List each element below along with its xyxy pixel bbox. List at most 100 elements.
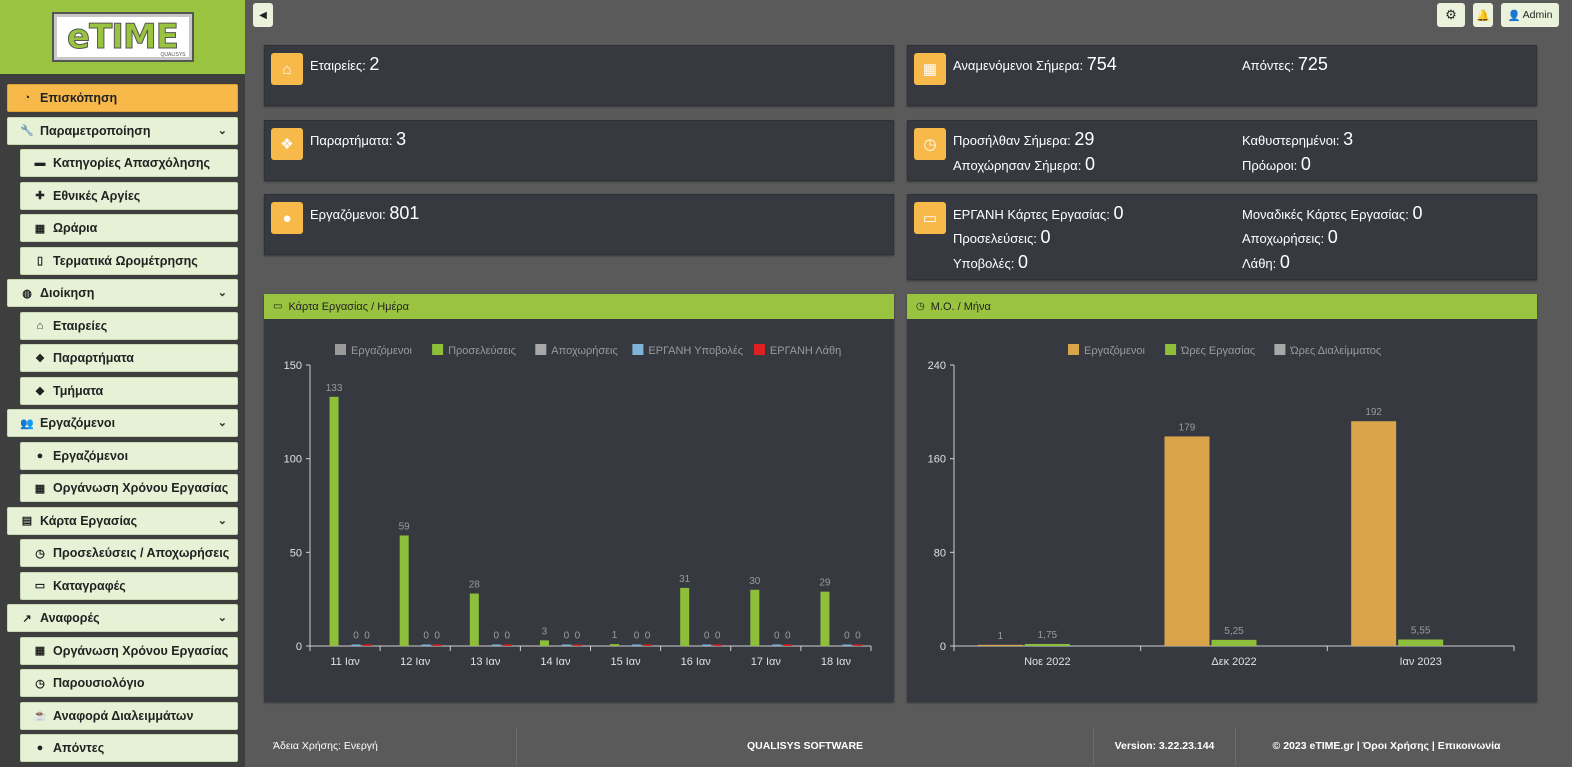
data-label: 30 <box>749 576 761 587</box>
legend-swatch <box>632 344 644 355</box>
logo-subtext: QUALISYS <box>160 52 186 58</box>
sidebar-item-6[interactable]: ◍ Διοίκηση ⌄ <box>7 279 238 307</box>
sidebar-item-7[interactable]: ⌂ Εταιρείες <box>20 311 238 340</box>
sidebar-item-20[interactable]: ● Απόντες <box>20 734 238 762</box>
sidebar-item-label: Τμήματα <box>53 383 104 398</box>
bar <box>702 644 712 646</box>
home-icon: ⌂ <box>271 53 303 85</box>
sidebar-toggle-button[interactable]: ◀ <box>253 3 273 27</box>
sidebar-item-17[interactable]: ▦ Οργάνωση Χρόνου Εργασίας <box>20 636 238 665</box>
employees-stat: Εργαζόμενοι: 801 <box>310 203 420 223</box>
legend-swatch <box>432 344 444 355</box>
data-label: 0 <box>505 631 511 642</box>
sidebar-item-1[interactable]: 🔧 Παραμετροποίηση ⌄ <box>7 116 238 145</box>
legend-item: Ώρες Διαλείμματος <box>1274 344 1381 357</box>
mobile-icon: ▯ <box>36 255 44 267</box>
dashboard-icon: ◔ <box>23 92 31 104</box>
sidebar-item-label: Παρουσιολόγιο <box>53 676 145 690</box>
x-tick-label: 15 Ιαν <box>610 656 641 668</box>
departures-stat: Αποχωρήσεις: 0 <box>1242 227 1338 247</box>
credit-card-icon: ▭ <box>914 202 946 234</box>
monthly-average-title: Μ.Ο. / Μήνα <box>930 300 991 313</box>
footer: Άδεια Χρήσης: Ενεργή QUALISYS SOFTWARE V… <box>263 727 1537 765</box>
x-tick-label: 12 Ιαν <box>400 656 431 668</box>
bar <box>783 644 793 646</box>
data-label: 0 <box>855 631 861 642</box>
data-label: 0 <box>364 631 370 642</box>
bar <box>421 644 431 646</box>
sidebar-item-label: Αναφορές <box>40 611 100 625</box>
logo[interactable]: eTIME QUALISYS <box>51 12 194 62</box>
briefcase-icon: ▬ <box>34 157 46 169</box>
sidebar-item-label: Εθνικές Αργίες <box>53 188 141 203</box>
sidebar-item-8[interactable]: ❖ Παραρτήματα <box>20 344 238 372</box>
bar <box>362 644 372 646</box>
bar <box>491 644 501 646</box>
unique-cards-stat: Μοναδικές Κάρτες Εργασίας: 0 <box>1242 203 1423 223</box>
sidebar-item-18[interactable]: ◷ Παρουσιολόγιο <box>20 669 238 697</box>
sidebar-item-19[interactable]: ☕ Αναφορά Διαλειμμάτων <box>20 701 238 730</box>
y-tick-label: 150 <box>284 360 302 372</box>
sidebar-item-label: Παραμετροποίηση <box>40 123 151 138</box>
sidebar-item-5[interactable]: ▯ Τερματικά Ωρομέτρησης <box>20 246 238 275</box>
data-label: 0 <box>494 631 500 642</box>
legend-label: Προσελεύσεις <box>448 345 516 357</box>
credit-card-icon: ▭ <box>273 301 283 312</box>
sidebar-item-0[interactable]: ◔ Επισκόπηση <box>7 84 238 112</box>
sidebar-item-13[interactable]: ▤ Κάρτα Εργασίας ⌄ <box>7 506 238 535</box>
monthly-average-panel: ◷ Μ.Ο. / Μήνα Εργαζόμενοι Ώρες Εργασίας Ώρ… <box>907 294 1537 702</box>
sidebar-item-label: Διοίκηση <box>40 286 95 300</box>
x-tick-label: 17 Ιαν <box>751 656 782 668</box>
sidebar-item-label: Οργάνωση Χρόνου Εργασίας <box>53 643 229 658</box>
monthly-average-header: ◷ Μ.Ο. / Μήνα <box>907 294 1537 319</box>
bar <box>561 644 571 646</box>
expected-today-stat: Αναμενόμενοι Σήμερα: 754 <box>953 54 1117 74</box>
sidebar-item-2[interactable]: ▬ Κατηγορίες Απασχόλησης <box>20 149 238 177</box>
late-stat: Καθυστερημένοι: 3 <box>1242 129 1354 149</box>
footer-links[interactable]: © 2023 eTIME.gr | Όροι Χρήσης | Επικοινω… <box>1272 740 1501 752</box>
sidebar-item-10[interactable]: 👥 Εργαζόμενοι ⌄ <box>7 409 238 437</box>
footer-company: QUALISYS SOFTWARE <box>517 727 1094 765</box>
grid-icon: ▦ <box>914 53 946 85</box>
sidebar-item-label: Κατηγορίες Απασχόλησης <box>53 156 211 170</box>
data-label: 0 <box>353 631 359 642</box>
y-tick-label: 50 <box>290 547 302 559</box>
caret-left-icon: ◀ <box>259 9 267 21</box>
companies-stat: Εταιρείες: 2 <box>310 54 380 74</box>
chevron-down-icon: ⌄ <box>217 124 227 137</box>
user-menu-button[interactable]: 👤 Admin <box>1501 3 1559 27</box>
sidebar-item-9[interactable]: ◆ Τμήματα <box>20 376 238 405</box>
sidebar-item-15[interactable]: ▭ Καταγραφές <box>20 571 238 600</box>
bar <box>502 644 512 646</box>
submissions-stat: Υποβολές: 0 <box>953 252 1028 272</box>
sidebar-item-11[interactable]: ● Εργαζόμενοι <box>20 441 238 470</box>
arrived-today-stat: Προσήλθαν Σήμερα: 29 <box>953 129 1095 149</box>
sidebar-item-16[interactable]: ↗ Αναφορές ⌄ <box>7 604 238 632</box>
notifications-button[interactable]: 🔔 <box>1473 3 1493 27</box>
sidebar-item-label: Επισκόπηση <box>40 91 118 105</box>
sidebar-item-12[interactable]: ▦ Οργάνωση Χρόνου Εργασίας <box>20 474 238 502</box>
x-tick-label: 11 Ιαν <box>330 656 360 668</box>
legend-item: ΕΡΓΑΝΗ Λάθη <box>753 344 841 357</box>
bar <box>632 644 642 646</box>
legend-item: Ώρες Εργασίας <box>1165 344 1255 357</box>
bar <box>772 644 782 646</box>
sidebar-item-14[interactable]: ◷ Προσελεύσεις / Αποχωρήσεις <box>20 539 238 567</box>
clock-icon: ◷ <box>35 677 45 690</box>
sidebar-item-4[interactable]: ▦ Ωράρια <box>20 214 238 242</box>
data-label: 31 <box>679 574 691 585</box>
data-label: 1 <box>612 630 618 641</box>
user-icon: ● <box>36 449 44 462</box>
sidebar-item-3[interactable]: ✚ Εθνικές Αργίες <box>20 181 238 210</box>
legend-label: Αποχωρήσεις <box>551 345 617 357</box>
data-label: 179 <box>1179 422 1196 433</box>
legend-label: Ώρες Διαλείμματος <box>1289 345 1381 357</box>
settings-button[interactable]: ⚙ <box>1437 3 1465 27</box>
clock-icon: ◷ <box>916 301 925 312</box>
data-label: 5,55 <box>1411 626 1431 637</box>
legend-swatch <box>1068 344 1079 355</box>
legend-swatch <box>753 344 765 355</box>
data-label: 1,75 <box>1038 630 1058 641</box>
data-label: 28 <box>469 580 481 591</box>
bar <box>750 589 760 646</box>
